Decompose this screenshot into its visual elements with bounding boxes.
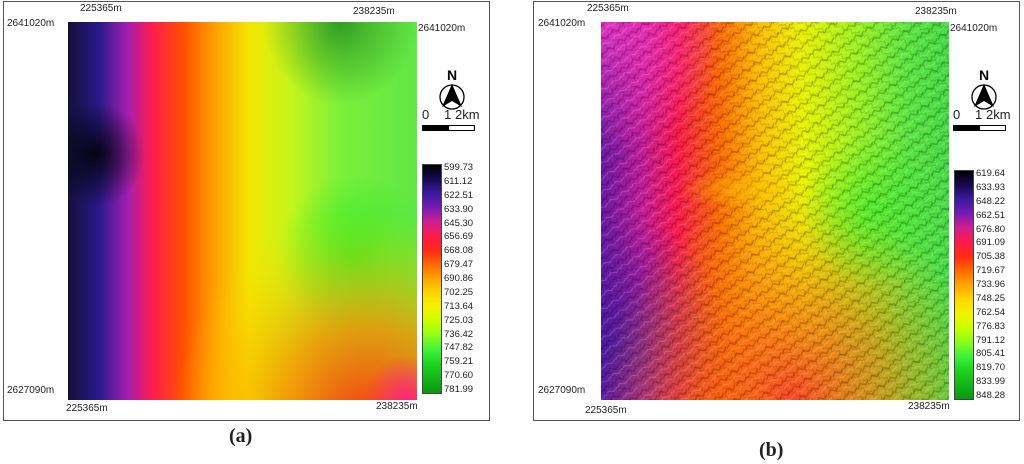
legend-value: 833.99 <box>976 376 1006 388</box>
caption-b: (b) <box>759 439 784 461</box>
coord-bottom-right-x: 238235m <box>376 401 418 412</box>
legend-value: 848.28 <box>976 390 1006 401</box>
coord-top-right-x: 238235m <box>353 6 395 17</box>
legend-value: 719.67 <box>976 265 1006 277</box>
scale-label-0: 0 <box>953 107 961 122</box>
interpolated-surface-map <box>68 22 417 400</box>
legend-value: 770.60 <box>444 370 474 382</box>
legend-value: 781.99 <box>444 384 474 395</box>
legend-color-bar <box>954 170 974 400</box>
scale-segment-white <box>448 125 475 131</box>
coord-left-y-bottom: 2627090m <box>7 385 55 396</box>
north-label: N <box>447 68 457 83</box>
legend-value: 762.54 <box>976 306 1006 318</box>
legend-value: 791.12 <box>976 334 1006 346</box>
coord-bottom-left-x: 225365m <box>585 405 627 416</box>
legend-value: 679.47 <box>444 259 474 271</box>
legend-value: 733.96 <box>976 279 1006 290</box>
legend-value: 705.38 <box>976 251 1006 263</box>
legend-value: 645.30 <box>444 217 474 229</box>
legend-value: 776.83 <box>976 320 1006 332</box>
legend-value: 747.82 <box>444 342 474 354</box>
scale-label-0: 0 <box>422 107 430 122</box>
legend-value: 648.22 <box>976 195 1006 207</box>
legend-value: 805.41 <box>976 348 1006 360</box>
legend-value: 622.51 <box>444 189 474 201</box>
legend-value: 619.64 <box>976 168 1006 179</box>
coord-top-left-x: 225365m <box>587 3 629 14</box>
scale-segment-white <box>979 125 1006 131</box>
coord-bottom-right-x: 238235m <box>908 401 950 412</box>
legend-value: 633.93 <box>976 181 1006 193</box>
caption-a: (a) <box>229 425 253 447</box>
map-panel-a: 225365m 238235m 2641020m 2641020m 262709… <box>3 1 490 421</box>
coord-left-y-top: 2641020m <box>538 18 586 29</box>
scale-label-1: 1 <box>975 107 983 122</box>
legend-value: 702.25 <box>444 286 474 298</box>
legend-value: 690.86 <box>444 273 474 284</box>
legend-value: 662.51 <box>976 209 1006 221</box>
scale-label-2km: 2km <box>986 107 1011 122</box>
scale-segment-black <box>953 125 979 131</box>
coord-bottom-left-x: 225365m <box>66 403 108 414</box>
legend-value: 713.64 <box>444 300 474 312</box>
coord-right-y-top: 2641020m <box>418 23 466 34</box>
coord-left-y-top: 2641020m <box>7 18 55 29</box>
coord-right-y-top: 2641020m <box>950 23 998 34</box>
north-arrow-icon: N <box>968 67 1000 119</box>
legend-color-bar <box>422 164 442 394</box>
legend-value: 611.12 <box>444 175 473 187</box>
legend-value: 691.09 <box>976 237 1006 249</box>
legend-value: 819.70 <box>976 362 1006 374</box>
shaded-relief-map <box>601 22 949 400</box>
scale-segment-black <box>422 125 448 131</box>
scale-bar: 0 1 2km <box>953 108 1013 138</box>
north-label: N <box>979 68 989 83</box>
legend-labels: 599.73 611.12 622.51 633.90 645.30 656.69 668.… <box>444 162 480 395</box>
legend-value: 725.03 <box>444 314 474 326</box>
legend-value: 656.69 <box>444 231 474 243</box>
map-panel-b: 225365m 238235m 2641020m 2641020m 262709… <box>533 1 1020 421</box>
coord-top-left-x: 225365m <box>80 3 122 14</box>
coord-top-right-x: 238235m <box>915 6 957 17</box>
legend-value: 599.73 <box>444 162 474 173</box>
legend-value: 759.21 <box>444 356 474 368</box>
legend-value: 633.90 <box>444 203 474 215</box>
legend-labels: 619.64 633.93 648.22 662.51 676.80 691.09 705.… <box>976 168 1012 401</box>
scale-label-1: 1 <box>444 107 452 122</box>
legend-value: 668.08 <box>444 245 474 257</box>
coord-left-y-bottom: 2627090m <box>538 385 586 396</box>
legend-value: 736.42 <box>444 328 474 340</box>
legend-value: 676.80 <box>976 223 1006 235</box>
north-arrow-icon: N <box>436 67 468 119</box>
scale-label-2km: 2km <box>455 107 480 122</box>
legend-value: 748.25 <box>976 292 1006 304</box>
scale-bar: 0 1 2km <box>422 108 482 138</box>
